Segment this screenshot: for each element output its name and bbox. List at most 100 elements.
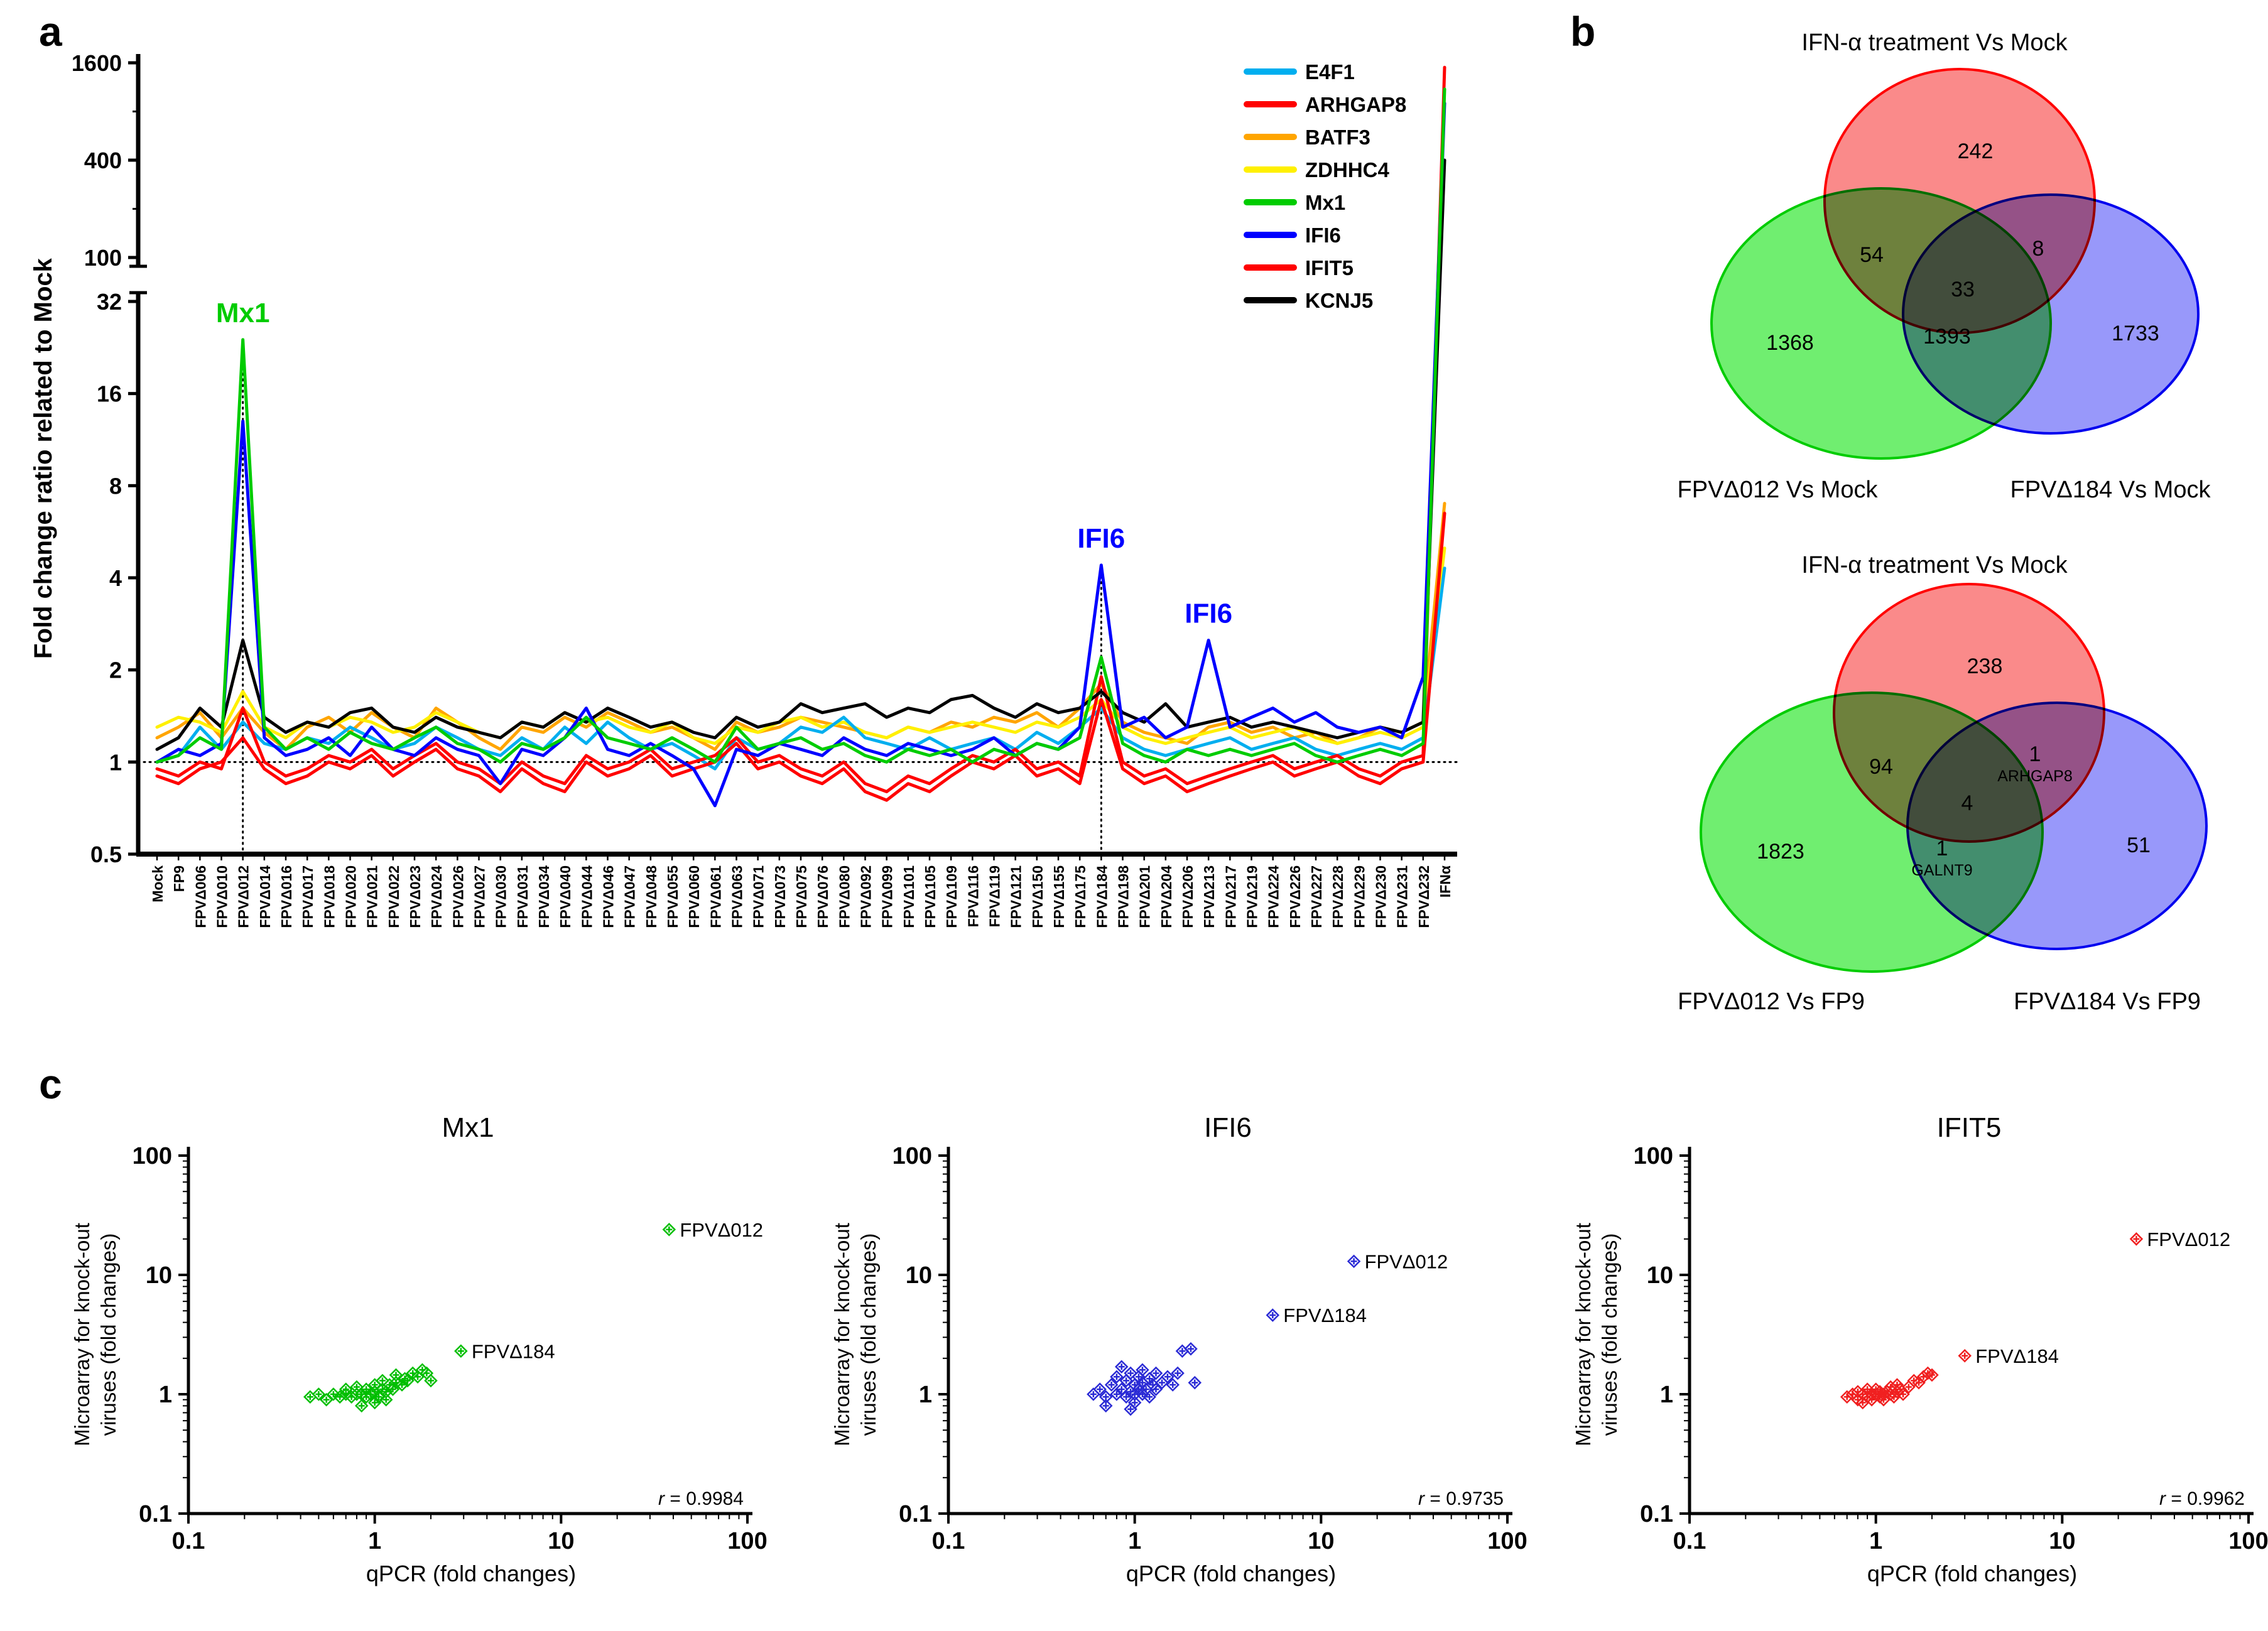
x-category-label: FPVΔ101	[901, 865, 917, 928]
x-category-label: FPVΔ228	[1330, 865, 1346, 928]
y-axis-title-line2: viruses (fold changes)	[97, 1233, 120, 1436]
svg-text:1600: 1600	[72, 50, 122, 76]
legend-label-BATF3: BATF3	[1305, 126, 1370, 149]
venn1-blue-circle	[1902, 193, 2200, 435]
x-category-label: FPVΔ010	[214, 865, 231, 928]
x-category-label: FPVΔ219	[1244, 865, 1261, 928]
y-tick-label: 1	[919, 1382, 932, 1408]
x-category-label: FPVΔ175	[1072, 865, 1088, 928]
x-category-label: FPVΔ012	[236, 865, 252, 928]
panel-c-label: c	[39, 1061, 62, 1107]
x-tick-label: 0.1	[172, 1528, 205, 1554]
svg-text:32: 32	[97, 289, 122, 315]
panel-b-label: b	[1570, 8, 1596, 55]
scatter-ifit5-chart: 0.10.1 1 1 10 10 100 100 FPVΔ012 FPVΔ184 IFIT5 qPC…	[1571, 1112, 2268, 1586]
x-category-label: FPVΔ073	[772, 865, 788, 928]
y-tick-label: 100	[133, 1143, 172, 1169]
point-label-FPVΔ012: FPVΔ012	[680, 1219, 763, 1241]
y-tick-label: 10	[1647, 1262, 1673, 1289]
series-line-ARHGAP8	[155, 511, 1446, 802]
y-axis-title-line2: viruses (fold changes)	[857, 1233, 880, 1436]
y-tick-label: 1	[159, 1382, 172, 1408]
venn1-count-red-blue: 8	[2032, 237, 2044, 261]
x-category-label: FPVΔ022	[386, 865, 402, 928]
point-label-FPVΔ184: FPVΔ184	[472, 1340, 555, 1362]
x-category-label: FPVΔ155	[1051, 865, 1067, 928]
venn2-title: IFN-α treatment Vs Mock	[1801, 552, 2068, 578]
x-category-label: FPVΔ071	[751, 865, 767, 928]
venn2-count-center: 4	[1961, 791, 1973, 815]
x-category-label: FPVΔ201	[1137, 865, 1153, 928]
venn2-count-red-blue: 1	[2029, 742, 2041, 766]
x-category-label: FPVΔ020	[343, 865, 359, 928]
x-category-label: FPVΔ232	[1416, 865, 1432, 928]
legend-label-E4F1: E4F1	[1305, 60, 1355, 84]
x-category-label: FPVΔ018	[321, 865, 337, 928]
venn2-blue-caption: FPVΔ184 Vs FP9	[2014, 989, 2201, 1015]
axes	[128, 54, 1457, 860]
venn1-blue-caption: FPVΔ184 Vs Mock	[2010, 477, 2211, 503]
x-category-label: FPVΔ229	[1351, 865, 1367, 928]
data-points	[1087, 1254, 1361, 1416]
x-category-label: FP9	[171, 865, 187, 892]
x-category-label: FPVΔ116	[965, 865, 981, 927]
x-tick-label: 100	[2228, 1528, 2268, 1554]
annotation-IFI6: IFI6	[1077, 523, 1125, 554]
y-tick-label: 10	[146, 1262, 172, 1289]
x-category-label: FPVΔ226	[1287, 865, 1303, 928]
venn1-count-red-only: 242	[1958, 139, 1994, 163]
svg-text:4: 4	[109, 565, 122, 591]
y-axis-title-line1: Microarray for knock-out	[830, 1223, 854, 1446]
venn1-title: IFN-α treatment Vs Mock	[1801, 30, 2068, 56]
x-category-label: FPVΔ030	[493, 865, 509, 928]
x-category-label: FPVΔ076	[815, 865, 831, 928]
data-points	[303, 1222, 676, 1413]
x-category-label: IFNα	[1437, 865, 1453, 897]
x-category-label: FPVΔ231	[1394, 865, 1411, 928]
x-category-label: FPVΔ023	[407, 865, 423, 928]
x-category-label: FPVΔ040	[557, 865, 573, 928]
x-category-label: FPVΔ227	[1308, 865, 1325, 928]
svg-text:8: 8	[109, 473, 122, 499]
y-tick-label: 1	[1660, 1382, 1673, 1408]
panel-a-label: a	[39, 8, 62, 55]
legend-label-ZDHHC4: ZDHHC4	[1305, 158, 1389, 182]
venn2-count-blue-only: 51	[2127, 833, 2151, 857]
svg-text:100: 100	[84, 245, 122, 271]
x-category-label: FPVΔ184	[1093, 865, 1110, 928]
venn2-count-red-only: 238	[1967, 654, 2003, 678]
y-axis-title-line2: viruses (fold changes)	[1598, 1233, 1621, 1436]
scatter-title: IFI6	[1204, 1112, 1252, 1143]
x-category-label: FPVΔ026	[450, 865, 466, 928]
x-category-label: FPVΔ021	[364, 865, 381, 928]
series-line-Mx1	[155, 87, 1446, 764]
x-tick-label: 1	[1128, 1528, 1141, 1554]
x-axis-title: qPCR (fold changes)	[1867, 1561, 2077, 1586]
x-category-label: FPVΔ121	[1008, 865, 1024, 928]
x-tick-label: 0.1	[932, 1528, 965, 1554]
x-tick-label: 100	[1487, 1528, 1527, 1554]
x-category-label: FPVΔ061	[707, 865, 724, 928]
x-category-label: FPVΔ204	[1158, 865, 1175, 928]
venn2-green-caption: FPVΔ012 Vs FP9	[1678, 989, 1865, 1015]
series-line-E4F1	[155, 566, 1446, 771]
x-category-label: FPVΔ109	[943, 865, 960, 928]
venn2-count-green-blue: 1	[1936, 837, 1948, 860]
venn1-count-green-only: 1368	[1766, 331, 1814, 355]
x-category-label: FPVΔ230	[1373, 865, 1389, 928]
point-label-FPVΔ184: FPVΔ184	[1975, 1345, 2059, 1367]
x-category-label: FPVΔ048	[643, 865, 659, 928]
x-tick-label: 10	[548, 1528, 574, 1554]
y-tick-label: 10	[906, 1262, 932, 1289]
x-category-label: FPVΔ198	[1115, 865, 1132, 928]
point-label-FPVΔ012: FPVΔ012	[1365, 1250, 1448, 1272]
x-category-label: FPVΔ017	[300, 865, 316, 928]
venn1-count-center: 33	[1951, 278, 1975, 301]
annotation-Mx1: Mx1	[216, 298, 270, 328]
correlation-label: r = 0.9984	[658, 1488, 744, 1509]
venn2-count-green-only: 1823	[1757, 840, 1804, 864]
x-category-label: FPVΔ016	[278, 865, 295, 928]
x-category-label: FPVΔ119	[987, 865, 1003, 927]
y-tick-label: 0.1	[139, 1501, 172, 1527]
